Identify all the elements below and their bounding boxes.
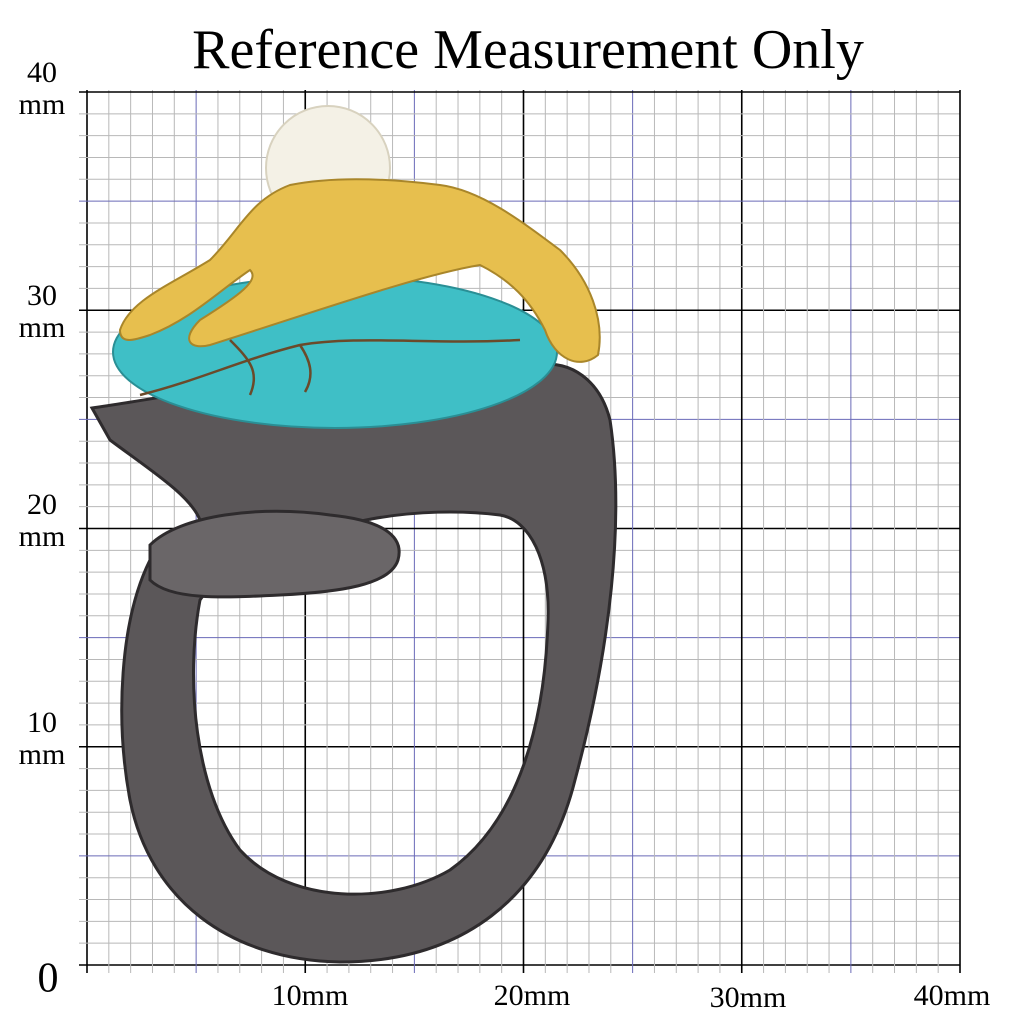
stone-veins — [139, 338, 521, 397]
gold-leaves — [118, 178, 601, 363]
ring-band — [89, 362, 618, 964]
y-label-number: 20 — [27, 488, 57, 521]
x-label: 20mm — [494, 979, 571, 1012]
x-label: 30mm — [710, 981, 787, 1014]
y-label-unit: mm — [19, 520, 66, 553]
origin-label: 0 — [38, 956, 59, 1002]
y-label-number: 10 — [27, 706, 57, 739]
title: Reference Measurement Only — [192, 19, 864, 81]
ring-snake-head — [148, 509, 401, 599]
y-label-unit: mm — [19, 738, 66, 771]
y-label-number: 30 — [27, 279, 57, 312]
x-label: 40mm — [914, 979, 991, 1012]
x-label: 10mm — [272, 979, 349, 1012]
ring — [89, 105, 618, 964]
y-label-unit: mm — [19, 311, 66, 344]
y-label-unit: mm — [19, 88, 66, 121]
y-label-number: 40 — [27, 56, 57, 89]
